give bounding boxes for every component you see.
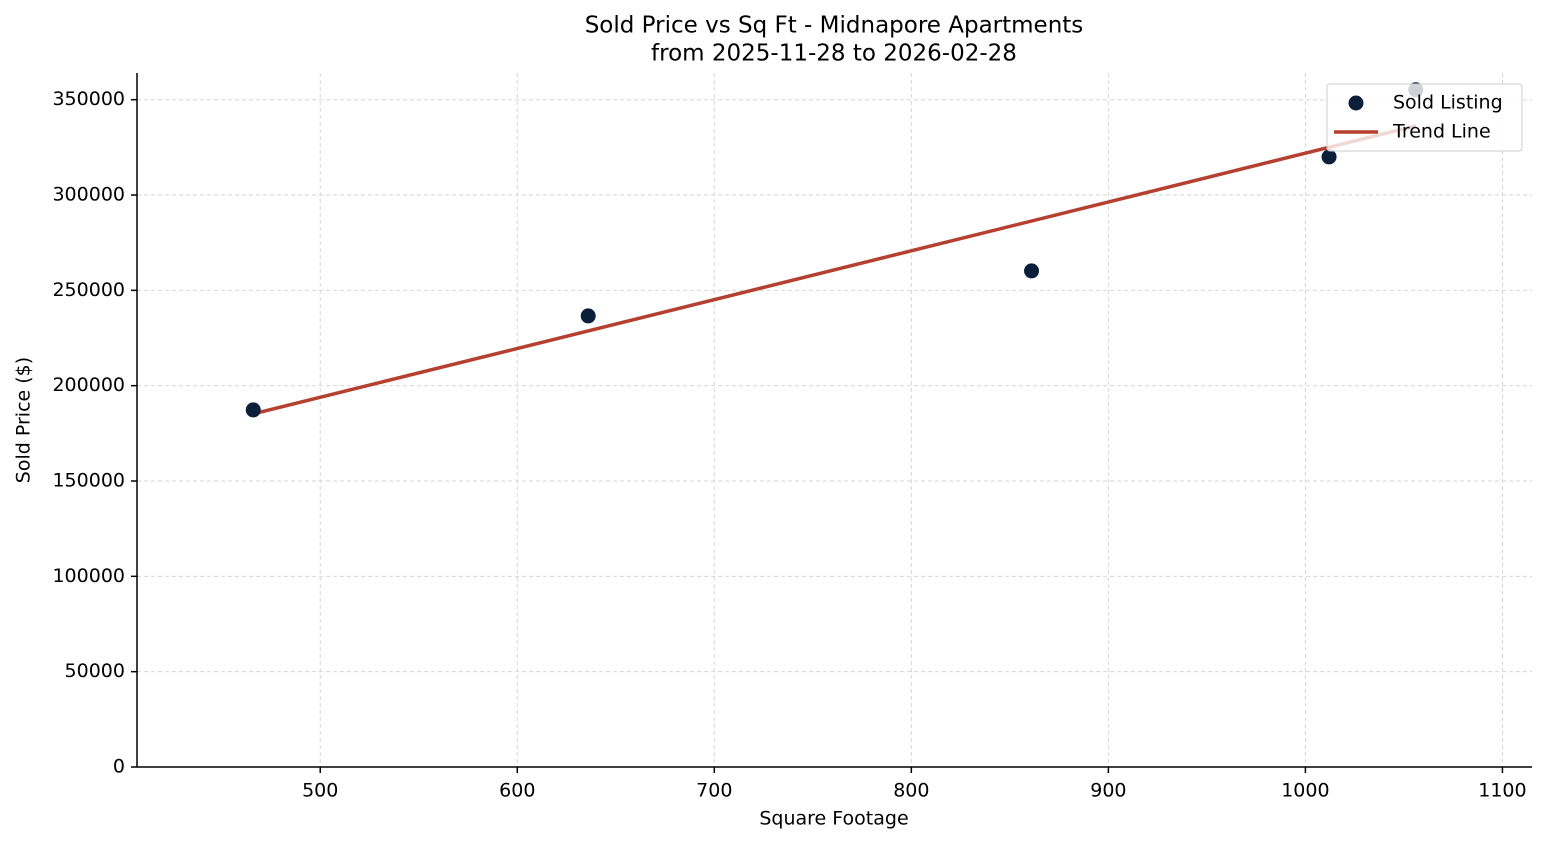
x-tick-label: 1100 bbox=[1478, 780, 1526, 802]
legend: Sold Listing Trend Line bbox=[1326, 83, 1523, 152]
y-tick-label: 100000 bbox=[52, 565, 125, 587]
x-tick-label: 500 bbox=[302, 780, 338, 802]
legend-swatch bbox=[1348, 95, 1364, 111]
legend-box bbox=[1326, 83, 1523, 152]
x-axis-label: Square Footage bbox=[759, 808, 908, 830]
point bbox=[245, 402, 261, 418]
y-tick-label: 300000 bbox=[52, 184, 125, 206]
chart-subtitle: from 2025-11-28 to 2026-02-28 bbox=[651, 41, 1017, 67]
y-axis-label: Sold Price ($) bbox=[13, 357, 35, 483]
y-tick-label: 200000 bbox=[52, 374, 125, 396]
chart-title: Sold Price vs Sq Ft - Midnapore Apartmen… bbox=[585, 13, 1084, 39]
x-tick-label: 700 bbox=[696, 780, 732, 802]
y-tick-label: 350000 bbox=[52, 88, 125, 110]
x-tick-label: 600 bbox=[499, 780, 535, 802]
point bbox=[580, 308, 596, 324]
trend-line bbox=[252, 124, 1417, 416]
y-tick-label: 50000 bbox=[65, 660, 125, 682]
y-tick-label: 0 bbox=[113, 756, 125, 778]
x-tick-label: 1000 bbox=[1281, 780, 1329, 802]
y-tick-label: 150000 bbox=[52, 470, 125, 492]
x-tick-label: 900 bbox=[1090, 780, 1126, 802]
legend-label: Trend Line bbox=[1392, 121, 1491, 143]
point bbox=[1321, 149, 1337, 165]
point bbox=[1024, 263, 1040, 279]
x-tick-label: 800 bbox=[893, 780, 929, 802]
legend-label: Sold Listing bbox=[1393, 92, 1503, 114]
grid bbox=[137, 73, 1532, 768]
y-tick-label: 250000 bbox=[52, 279, 125, 301]
plot bbox=[245, 82, 1424, 418]
